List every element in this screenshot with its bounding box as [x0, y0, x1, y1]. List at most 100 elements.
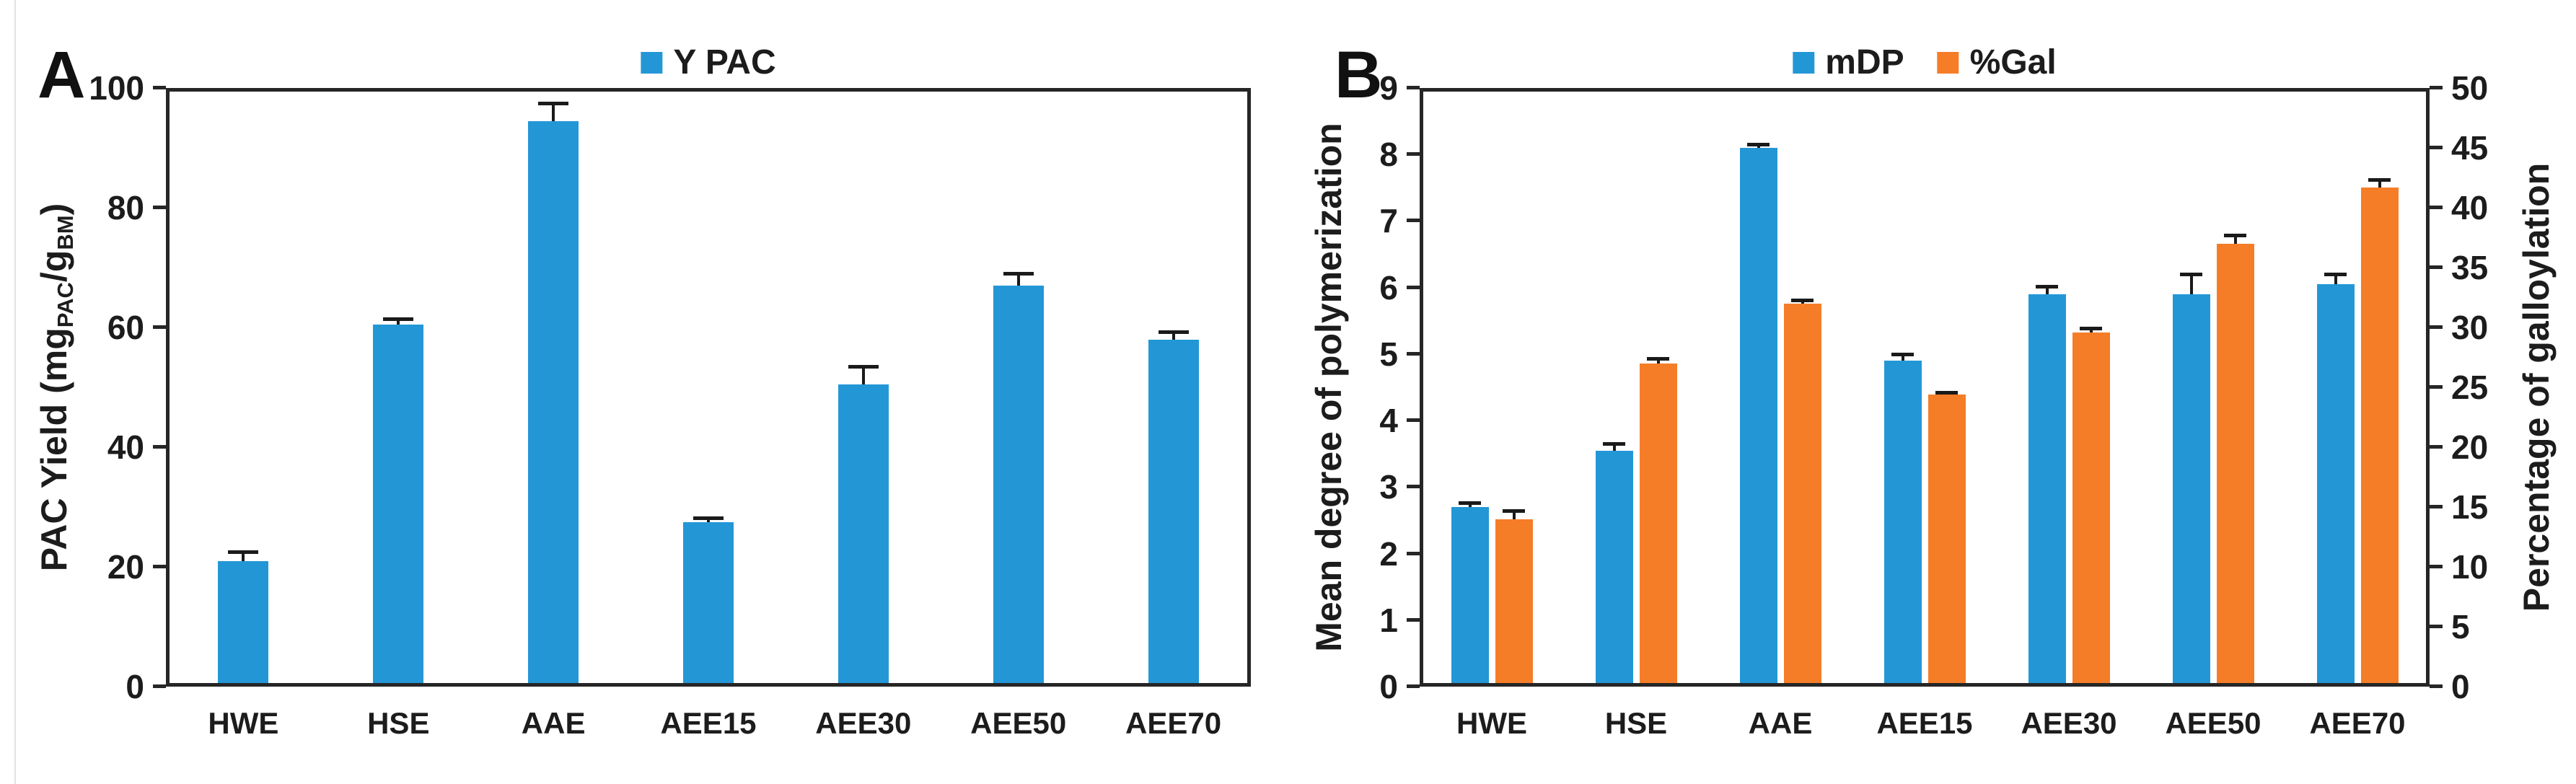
bar-hse-mdp: [1595, 450, 1633, 687]
y-axis-title-right: Percentage of galloylation: [2516, 162, 2557, 612]
y-axis-tick-right: [2430, 146, 2443, 149]
bar-aee70-mdp: [2316, 284, 2355, 687]
y-axis-tick-right: [2430, 684, 2443, 688]
error-bar-cap: [1503, 508, 1525, 513]
bar-aee30-pct-gal: [2072, 332, 2110, 687]
y-axis-tick-left: [153, 445, 166, 449]
y-axis-tick-left: [1407, 86, 1420, 89]
error-bar-line: [242, 552, 245, 561]
y-axis-tick-right: [2430, 385, 2443, 389]
plot-frame-a: [166, 88, 1251, 687]
error-bar-line: [1016, 273, 1020, 286]
y-axis-tick-label-left: 20: [107, 548, 144, 586]
y-axis-tick-right: [2430, 86, 2443, 89]
y-axis-tick-left: [1407, 617, 1420, 622]
bar-aee50-y-pac: [993, 285, 1044, 687]
error-bar-cap: [1791, 298, 1814, 302]
panel-b-letter: B: [1335, 38, 1383, 112]
y-axis-tick-label-right: 35: [2451, 249, 2489, 286]
figure-left-edge-line: [14, 0, 16, 784]
legend-swatch-y-pac: [641, 52, 663, 74]
y-axis-tick-right: [2430, 565, 2443, 568]
y-axis-tick-left: [153, 206, 166, 209]
error-bar-line: [1656, 358, 1660, 364]
y-axis-tick-left: [153, 565, 166, 568]
error-bar-line: [1901, 353, 1904, 361]
bar-aee50-mdp: [2172, 294, 2210, 687]
x-category-label-hwe: HWE: [1456, 706, 1527, 740]
y-axis-title-left: Mean degree of polymerization: [1309, 123, 1349, 652]
y-axis-tick-label-right: 50: [2451, 69, 2489, 107]
y-axis-tick-label-left: 80: [107, 189, 144, 226]
y-axis-tick-right: [2430, 265, 2443, 269]
error-bar-cap: [228, 550, 259, 555]
bar-hse-pct-gal: [1639, 363, 1677, 687]
y-axis-tick-label-left: 0: [1379, 668, 1398, 705]
bar-aee70-y-pac: [1148, 339, 1199, 687]
error-bar-cap: [2224, 234, 2246, 238]
x-category-label-aae: AAE: [521, 706, 586, 740]
bar-hwe-pct-gal: [1495, 519, 1533, 687]
error-bar-cap: [693, 516, 724, 520]
error-bar-line: [2045, 286, 2049, 294]
y-axis-tick-label-left: 7: [1379, 202, 1398, 240]
error-bar-cap: [1891, 352, 1914, 356]
y-axis-tick-left: [1407, 418, 1420, 423]
error-bar-cap: [2036, 284, 2058, 289]
error-bar-cap: [2368, 177, 2391, 182]
x-category-label-aee50: AEE50: [2165, 706, 2261, 740]
bar-aee30-mdp: [2028, 294, 2066, 687]
x-category-label-aae: AAE: [1748, 706, 1813, 740]
legend-item-mdp: mDP: [1793, 45, 1904, 80]
bar-aee15-y-pac: [683, 521, 734, 687]
error-bar-line: [397, 318, 400, 325]
bar-hse-y-pac: [373, 324, 424, 687]
legend-label-pct-gal: %Gal: [1969, 43, 2057, 82]
y-axis-tick-right: [2430, 445, 2443, 449]
error-bar-cap: [1003, 272, 1034, 276]
bar-aee70-pct-gal: [2360, 187, 2399, 687]
bar-aae-y-pac: [528, 120, 579, 687]
error-bar-cap: [2324, 273, 2347, 277]
error-bar-cap: [383, 317, 414, 321]
bar-aee50-pct-gal: [2216, 243, 2254, 687]
y-axis-tick-label-right: 15: [2451, 488, 2489, 526]
x-category-label-aee70: AEE70: [2309, 706, 2406, 740]
error-bar-cap: [2080, 326, 2102, 330]
y-axis-tick-label-right: 30: [2451, 309, 2489, 346]
y-axis-tick-label-left: 3: [1379, 468, 1398, 506]
y-axis-title-text: /g: [34, 250, 75, 283]
y-axis-tick-right: [2430, 505, 2443, 508]
x-category-label-hse: HSE: [1604, 706, 1668, 740]
x-category-label-hse: HSE: [367, 706, 430, 740]
legend-item-y-pac: Y PAC: [641, 45, 776, 80]
y-axis-tick-label-left: 6: [1379, 268, 1398, 307]
y-axis-tick-label-left: 60: [107, 309, 144, 346]
y-axis-tick-right: [2430, 625, 2443, 628]
error-bar-line: [2233, 235, 2237, 244]
y-axis-tick-label-left: 2: [1379, 534, 1398, 573]
legend-a: Y PAC: [641, 42, 776, 84]
y-axis-title-text: PAC Yield (mg: [34, 327, 75, 572]
y-axis-tick-right: [2430, 206, 2443, 209]
y-axis-tick-label-left: 40: [107, 428, 144, 466]
error-bar-line: [2334, 274, 2337, 285]
y-axis-tick-right: [2430, 325, 2443, 329]
bar-aae-mdp: [1739, 148, 1777, 687]
x-category-label-aee30: AEE30: [2021, 706, 2117, 740]
y-axis-tick-left: [1407, 551, 1420, 555]
error-bar-line: [2189, 274, 2193, 294]
panel-a-letter: A: [38, 38, 86, 112]
error-bar-cap: [848, 364, 879, 369]
y-axis-tick-left: [153, 86, 166, 89]
y-axis-tick-label-left: 5: [1379, 335, 1398, 373]
y-axis-tick-label-left: 9: [1379, 69, 1398, 107]
x-category-label-aee15: AEE15: [1876, 706, 1973, 740]
bar-aee30-y-pac: [838, 384, 889, 687]
bar-aae-pct-gal: [1783, 303, 1821, 687]
y-axis-tick-label-right: 40: [2451, 189, 2489, 226]
x-category-label-aee50: AEE50: [970, 706, 1067, 740]
y-axis-tick-left: [1407, 285, 1420, 289]
y-axis-title-left: PAC Yield (mgPAC/gBM): [34, 203, 78, 572]
